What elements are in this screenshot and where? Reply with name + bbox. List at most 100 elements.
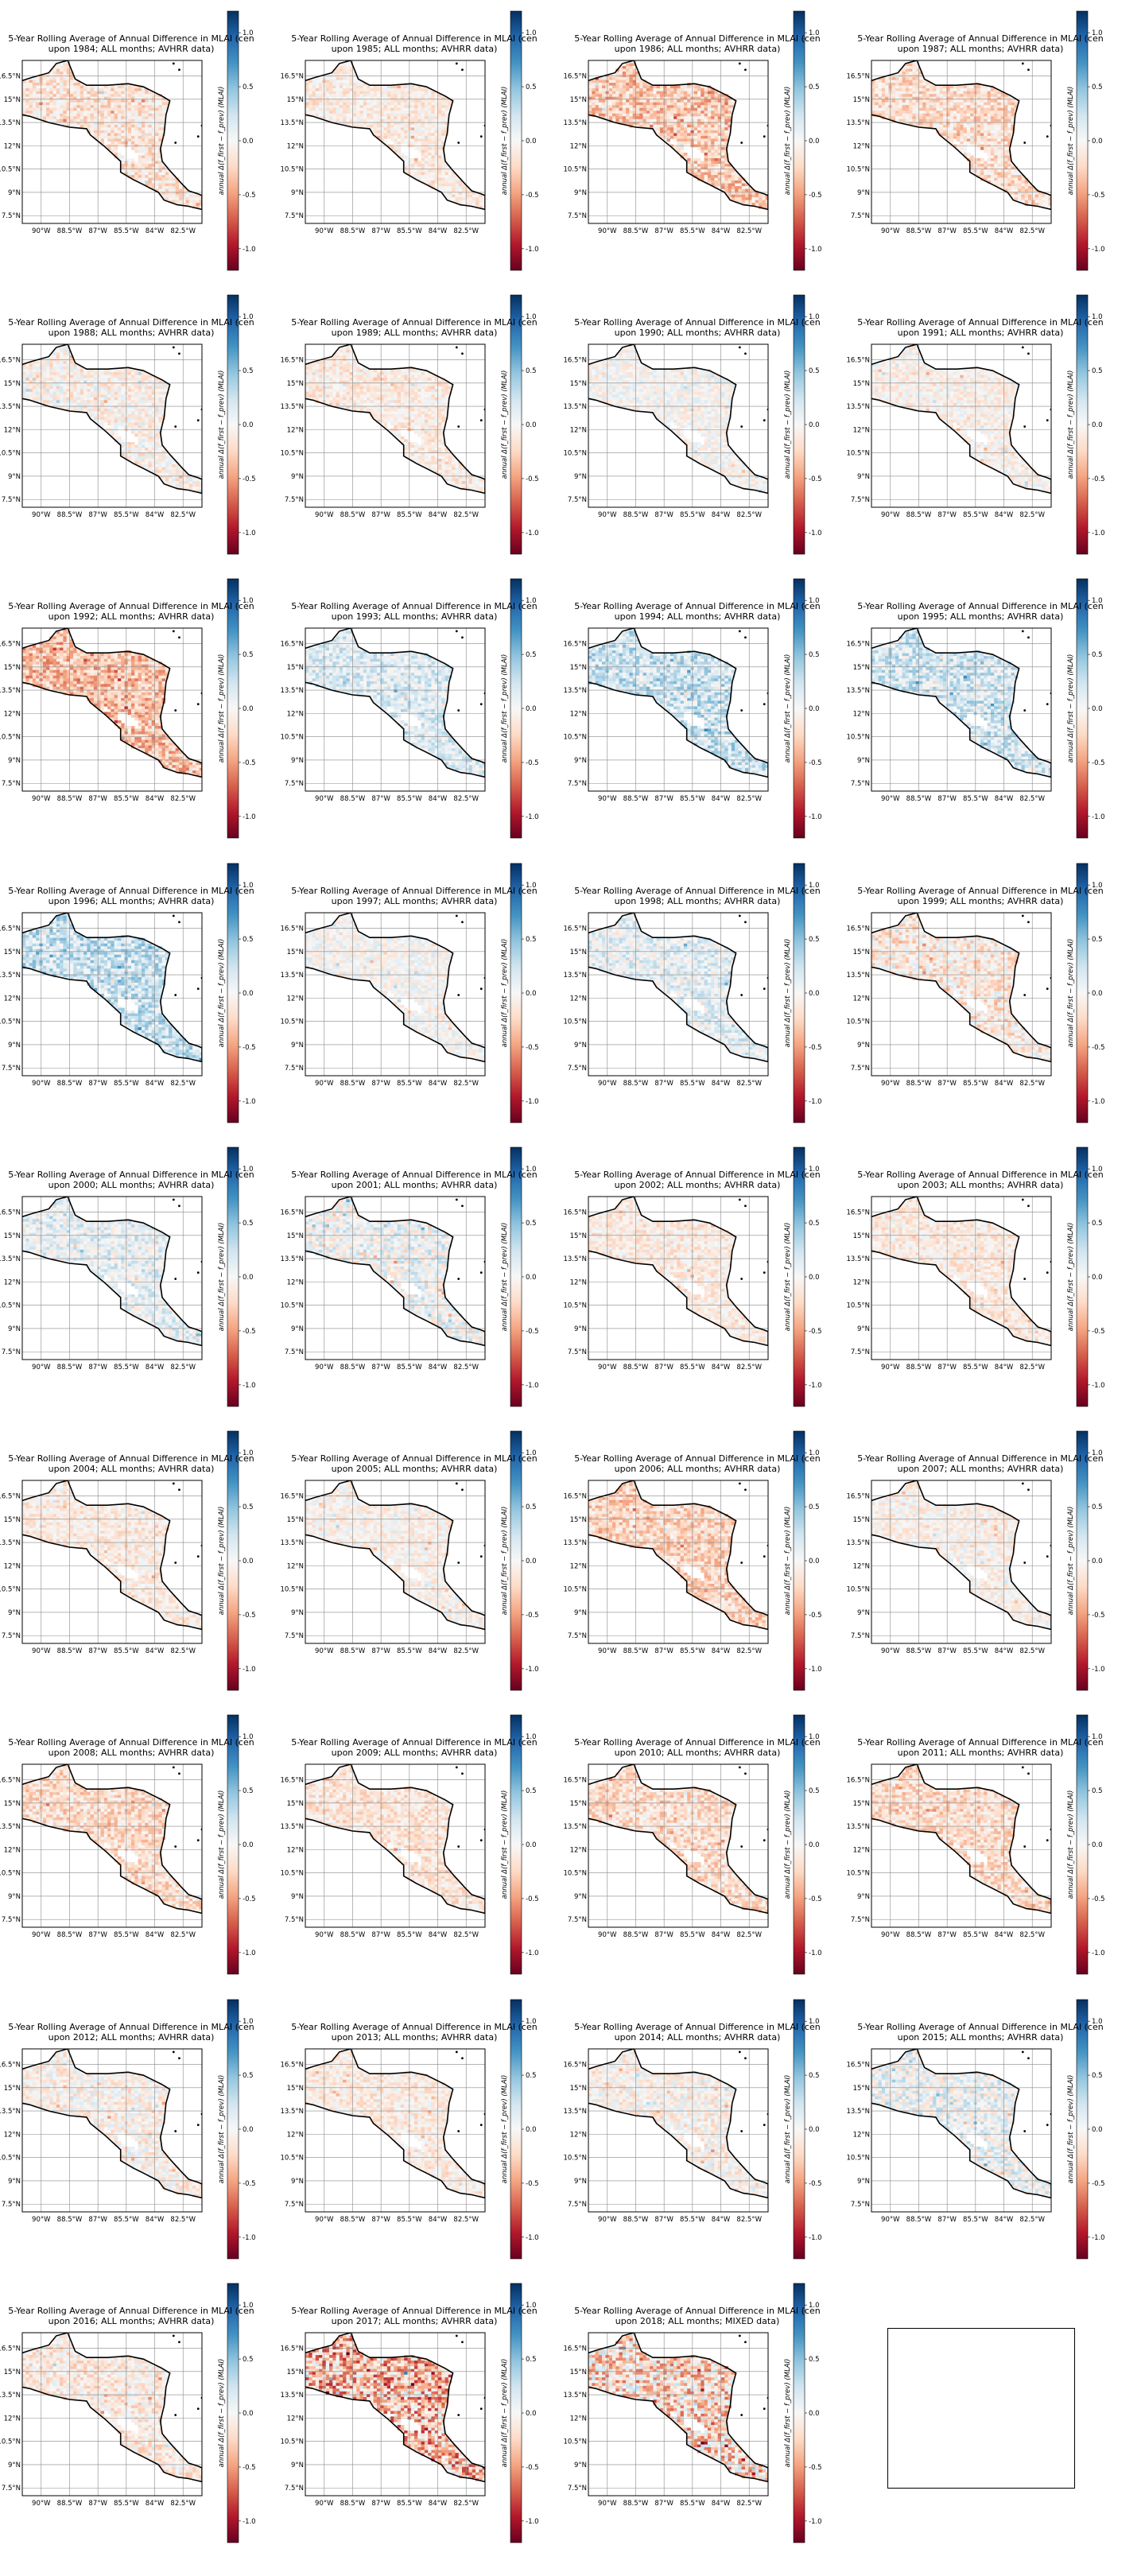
heat-cell <box>595 113 600 117</box>
heat-cell <box>1007 141 1011 145</box>
heat-cell <box>677 149 681 153</box>
heat-cell <box>158 155 162 159</box>
heat-cell <box>431 138 435 142</box>
ytick-label: 12°N <box>4 142 21 150</box>
heat-cell <box>966 102 971 106</box>
xtick-label: 84°W <box>429 227 448 235</box>
heat-cell <box>131 122 135 126</box>
heat-cell <box>397 127 402 131</box>
heat-cell <box>444 124 449 128</box>
heat-cell <box>953 111 957 114</box>
heat-cell <box>966 96 971 100</box>
heat-cell <box>707 127 712 131</box>
heat-cell <box>386 113 391 117</box>
heat-cell <box>134 135 138 139</box>
heat-cell <box>32 77 37 80</box>
heat-cell <box>939 85 944 89</box>
heat-cell <box>659 99 664 103</box>
heat-cell <box>957 102 961 106</box>
colorbar-tick-label: 1.0 <box>243 29 254 37</box>
heat-cell <box>881 99 886 103</box>
heat-cell <box>444 113 449 117</box>
heat-cell <box>22 83 26 86</box>
heat-cell <box>73 111 77 114</box>
heat-cell <box>127 102 132 106</box>
heat-cell <box>431 155 435 159</box>
heat-cell <box>73 99 77 103</box>
heat-cell <box>650 107 654 111</box>
heat-cell <box>687 113 691 117</box>
heat-cell <box>724 155 728 159</box>
heat-cell <box>63 386 67 390</box>
heat-cell <box>69 397 74 401</box>
heat-cell <box>987 138 992 142</box>
heat-cell <box>915 88 920 91</box>
heat-cell <box>741 180 746 184</box>
heat-cell <box>161 194 166 198</box>
heat-cell <box>1007 166 1011 170</box>
heat-cell <box>36 397 40 401</box>
heat-cell <box>380 88 384 91</box>
heat-cell <box>90 374 95 378</box>
heat-cell <box>25 94 29 97</box>
heat-cell <box>196 205 200 209</box>
heat-cell <box>1007 183 1011 187</box>
heat-cell <box>673 96 677 100</box>
heat-cell <box>90 369 95 373</box>
heat-cell <box>134 138 138 142</box>
heat-cell <box>697 94 701 97</box>
heat-cell <box>60 111 64 114</box>
heat-cell <box>891 91 896 95</box>
heat-cell <box>60 113 64 117</box>
heat-cell <box>1007 130 1011 134</box>
heat-cell <box>42 88 47 91</box>
heat-cell <box>659 96 664 100</box>
heat-cell <box>309 111 312 114</box>
heat-cell <box>612 85 616 89</box>
heat-cell <box>680 138 685 142</box>
heat-cell <box>438 130 442 134</box>
heat-cell <box>325 77 330 80</box>
heat-cell <box>428 164 432 167</box>
heat-cell <box>90 383 95 386</box>
heat-cell <box>592 96 596 100</box>
heat-cell <box>376 122 381 126</box>
heat-cell <box>63 394 67 398</box>
heat-cell <box>410 164 415 167</box>
heat-cell <box>107 383 111 386</box>
heat-cell <box>410 118 415 122</box>
heat-cell <box>707 116 712 120</box>
heat-cell <box>325 94 330 97</box>
heat-cell <box>881 107 886 111</box>
heat-cell <box>929 116 933 120</box>
coastline <box>588 60 768 211</box>
heat-cell <box>386 130 391 134</box>
heat-cell <box>60 363 64 367</box>
heat-cell <box>608 111 613 114</box>
heat-cell <box>352 122 357 126</box>
heat-cell <box>29 391 33 395</box>
heat-cell <box>52 361 57 364</box>
heat-cell <box>909 80 913 83</box>
heat-cell <box>111 149 114 153</box>
heat-cell <box>905 66 910 69</box>
heat-cell <box>114 397 118 401</box>
heat-cell <box>994 96 998 100</box>
heat-cell <box>100 374 105 378</box>
heat-cell <box>114 378 118 381</box>
heat-cell <box>677 107 681 111</box>
heat-cell <box>410 88 415 91</box>
heat-cell <box>373 118 378 122</box>
heat-cell <box>1031 194 1035 198</box>
heat-cell <box>336 85 340 89</box>
heat-cell <box>390 105 394 108</box>
heat-cell <box>111 94 114 97</box>
heat-cell <box>42 102 47 106</box>
heat-cell <box>697 146 701 150</box>
heat-cell <box>138 91 142 95</box>
heat-cell <box>724 166 728 170</box>
heat-cell <box>588 102 592 106</box>
heat-cell <box>909 94 913 97</box>
heat-cell <box>1007 105 1011 108</box>
heat-cell <box>721 180 725 184</box>
